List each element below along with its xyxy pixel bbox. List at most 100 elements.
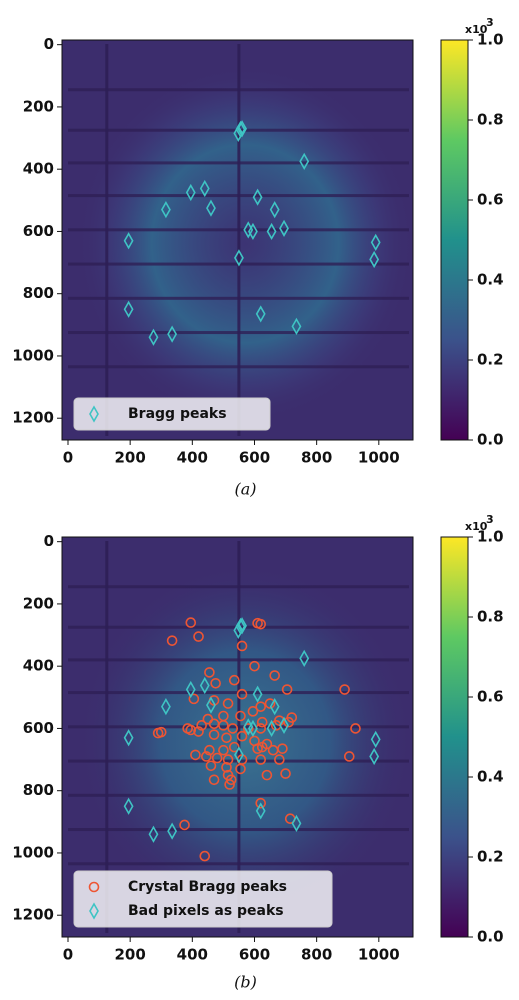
peak-marker	[339, 684, 350, 695]
peak-marker	[247, 706, 259, 717]
peak-marker	[199, 179, 210, 198]
y-tick-label: 1200	[12, 409, 54, 427]
x-tick-label: 200	[115, 946, 146, 964]
peak-marker	[235, 763, 246, 775]
peak-marker	[185, 680, 196, 699]
peak-marker	[208, 729, 220, 740]
peak-marker	[160, 698, 171, 716]
peak-marker	[235, 120, 246, 138]
peak-marker	[280, 768, 291, 779]
peak-marker	[235, 710, 246, 722]
peak-marker	[255, 802, 266, 820]
peak-marker	[266, 719, 277, 738]
colorbar-offset: x10	[465, 23, 488, 36]
peak-marker	[248, 719, 258, 738]
peak-marker	[221, 732, 232, 744]
peak-marker	[206, 696, 216, 714]
x-tick-label: 200	[115, 449, 146, 467]
peak-marker	[255, 797, 267, 809]
peak-marker	[269, 670, 280, 681]
peak-marker	[123, 797, 134, 815]
colorbar-tick-label: 0.0	[477, 928, 504, 946]
peak-marker	[206, 199, 216, 217]
colorbar-tick-label: 0.6	[477, 688, 504, 706]
legend-marker	[89, 902, 99, 920]
y-tick-label: 200	[23, 97, 54, 115]
peak-marker	[264, 698, 276, 709]
y-tick-label: 200	[23, 594, 54, 612]
peak-marker	[281, 684, 293, 695]
peak-marker	[291, 317, 302, 335]
y-tick-label: 400	[23, 657, 54, 675]
peak-marker	[236, 730, 248, 742]
colorbar-exponent: 3	[486, 16, 494, 29]
colorbar	[440, 536, 469, 938]
peak-marker	[221, 762, 232, 773]
peak-marker	[269, 698, 280, 716]
peak-marker	[182, 723, 193, 734]
peak-marker	[274, 754, 285, 765]
legend-label: Bragg peaks	[128, 406, 227, 422]
peak-marker	[218, 720, 229, 731]
peak-marker	[166, 635, 178, 646]
peak-marker	[236, 688, 248, 700]
peak-marker	[199, 676, 210, 695]
peak-marker	[155, 726, 167, 738]
peak-marker	[370, 233, 381, 251]
peak-marker	[233, 124, 244, 142]
y-tick-label: 0	[44, 35, 54, 53]
peak-marker	[256, 716, 268, 728]
axes-frame	[61, 39, 414, 441]
legend-box	[73, 397, 271, 431]
peak-marker	[248, 222, 258, 241]
colorbar-tick-label: 0.8	[477, 608, 504, 626]
x-tick-label: 1000	[358, 449, 400, 467]
peak-marker	[222, 698, 234, 709]
peak-marker	[350, 723, 361, 734]
peak-marker	[148, 328, 159, 346]
colorbar-tick-label: 0.2	[477, 848, 504, 866]
module-gap	[105, 541, 109, 933]
peak-marker	[224, 779, 235, 790]
peak-marker	[299, 649, 310, 668]
colorbar-tick-label: 0.6	[477, 191, 504, 209]
peak-marker	[123, 300, 134, 318]
peak-marker	[261, 769, 273, 781]
peak-marker	[256, 741, 268, 753]
x-tick-label: 400	[177, 449, 208, 467]
peak-marker	[252, 188, 263, 206]
peak-marker	[179, 819, 190, 831]
x-tick-label: 0	[63, 946, 73, 964]
x-tick-label: 400	[177, 946, 208, 964]
peak-marker	[252, 743, 263, 754]
peak-marker	[228, 674, 240, 686]
peak-marker	[237, 617, 247, 635]
peak-marker	[193, 631, 204, 642]
peak-marker	[252, 617, 263, 629]
colorbar-tick-label: 0.4	[477, 271, 504, 289]
peak-marker	[160, 201, 171, 219]
peak-marker	[225, 774, 237, 786]
colorbar-tick-label: 0.0	[477, 431, 504, 449]
y-tick-label: 600	[23, 719, 54, 737]
axes-frame	[61, 536, 414, 938]
peak-marker	[237, 120, 247, 138]
legend-box	[73, 870, 333, 928]
module-gap	[105, 44, 109, 436]
peak-marker	[235, 617, 246, 635]
peak-marker	[255, 305, 266, 323]
peak-marker	[236, 640, 248, 652]
y-tick-label: 1000	[12, 843, 54, 861]
panel-caption: (b)	[234, 973, 257, 992]
peak-marker	[167, 822, 178, 840]
y-tick-label: 400	[23, 160, 54, 178]
y-tick-label: 1200	[12, 906, 54, 924]
peak-marker	[249, 660, 260, 672]
peak-marker	[190, 749, 201, 761]
colorbar-exponent: 3	[486, 513, 494, 526]
y-tick-label: 1000	[12, 346, 54, 364]
peak-marker	[218, 744, 229, 756]
peak-marker	[208, 774, 220, 786]
peak-marker	[279, 219, 289, 237]
